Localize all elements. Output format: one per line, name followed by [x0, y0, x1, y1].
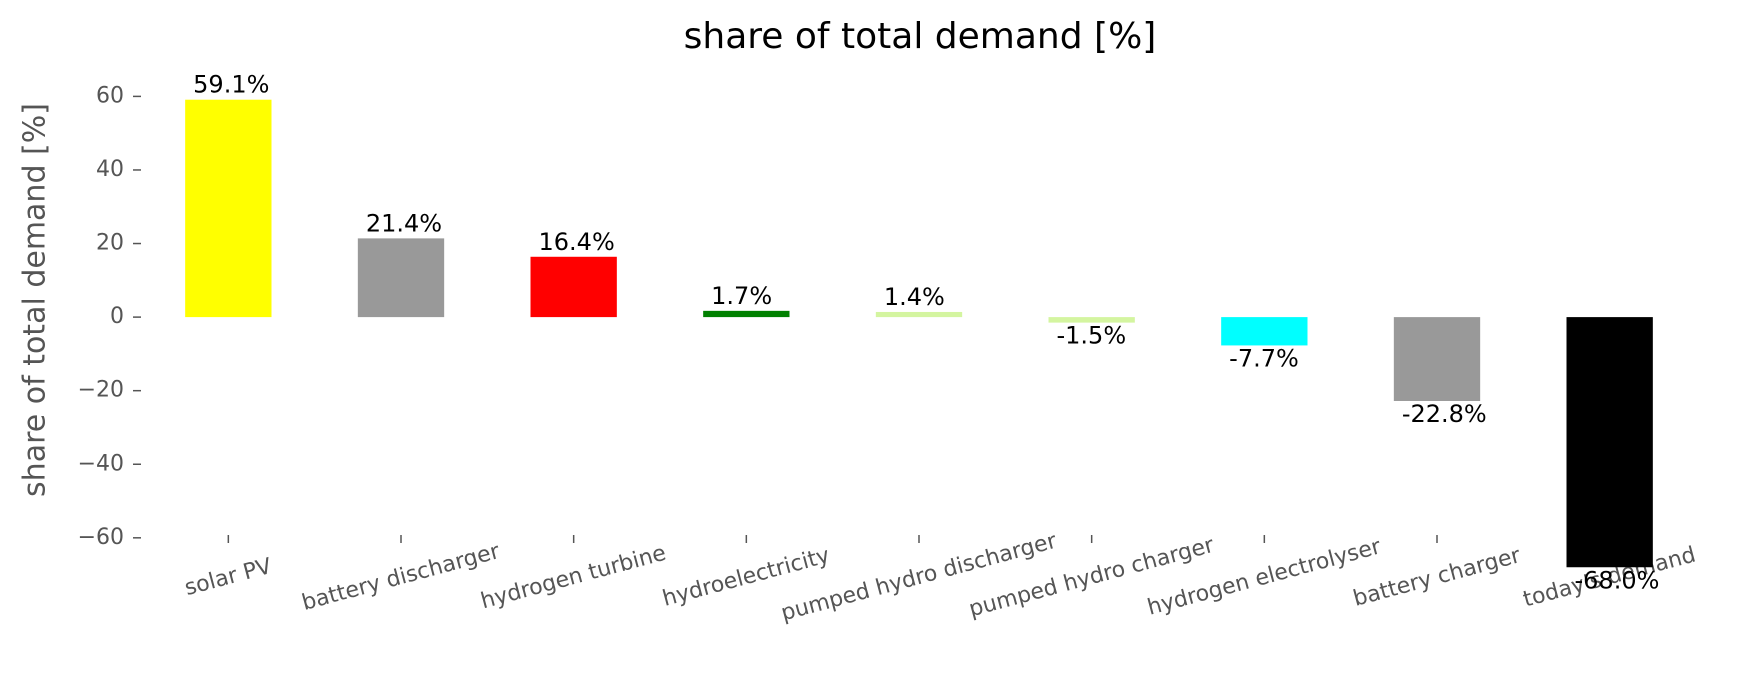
value-label: 16.4%: [539, 228, 615, 256]
value-label: -68.0%: [1575, 566, 1660, 594]
bar: [875, 311, 963, 318]
value-label: -1.5%: [1057, 322, 1127, 350]
bar: [1566, 317, 1653, 568]
bar: [703, 310, 790, 318]
bar: [357, 238, 445, 318]
value-label: -22.8%: [1402, 400, 1487, 428]
x-tick-label: battery discharger: [299, 539, 503, 616]
x-tick-label: pumped hydro discharger: [778, 528, 1060, 626]
value-label: 59.1%: [193, 71, 269, 99]
bar: [1221, 317, 1308, 346]
bar: [530, 256, 617, 318]
value-label: 1.4%: [884, 283, 945, 311]
y-tick-label: 20: [96, 231, 124, 256]
y-tick-label: −20: [78, 378, 124, 403]
bar: [185, 99, 272, 318]
y-tick-label: 0: [110, 304, 124, 329]
chart-title: share of total demand [%]: [684, 16, 1157, 57]
x-tick-label: solar PV: [182, 554, 274, 601]
y-axis-label: share of total demand [%]: [18, 103, 53, 497]
y-tick-label: 60: [96, 83, 124, 108]
y-tick-label: −40: [78, 451, 124, 476]
bar: [1048, 317, 1135, 323]
value-label: 21.4%: [366, 209, 442, 237]
y-tick-label: −60: [78, 525, 124, 550]
y-tick-label: 40: [96, 157, 124, 182]
bar: [1393, 317, 1481, 401]
value-label: 1.7%: [711, 282, 772, 310]
value-label: -7.7%: [1229, 344, 1299, 372]
x-tick-label: hydrogen turbine: [478, 541, 669, 614]
